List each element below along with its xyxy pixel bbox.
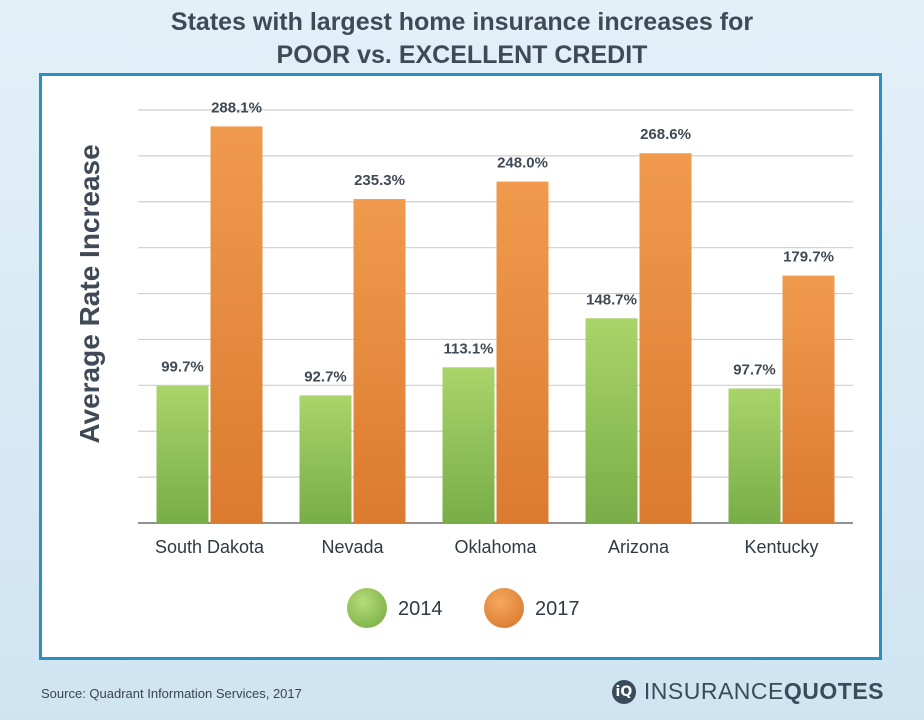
data-label: 92.7% (304, 368, 347, 385)
x-tick-label: Kentucky (744, 537, 818, 557)
data-label: 268.6% (640, 126, 691, 143)
logo-word-quotes: QUOTES (783, 678, 884, 704)
bar-2014-kentucky (728, 388, 781, 523)
data-label: 99.7% (161, 359, 204, 376)
legend-label-2014: 2014 (398, 598, 443, 620)
data-label: 179.7% (783, 249, 834, 266)
bar-2017-nevada (353, 199, 406, 524)
x-tick-label: South Dakota (155, 537, 265, 557)
chart-subtitle: POOR vs. EXCELLENT CREDIT (276, 41, 648, 69)
data-label: 148.7% (586, 291, 637, 308)
bar-2014-south-dakota (156, 385, 209, 523)
bar-2017-arizona (639, 153, 692, 523)
bar-2017-kentucky (782, 275, 835, 523)
data-label: 288.1% (211, 99, 262, 116)
y-axis-label: Average Rate Increase (74, 144, 105, 443)
bar-2014-oklahoma (442, 367, 495, 523)
source-note: Source: Quadrant Information Services, 2… (41, 686, 302, 701)
insurancequotes-logo: iQ INSURANCEQUOTES (611, 678, 884, 705)
bar-2014-arizona (585, 318, 638, 523)
chart-title: States with largest home insurance incre… (170, 8, 754, 36)
x-tick-label: Nevada (321, 537, 384, 557)
legend-label-2017: 2017 (535, 598, 580, 620)
data-label: 113.1% (443, 340, 493, 357)
chart-title-block: States with largest home insurance incre… (0, 6, 924, 72)
data-label: 97.7% (733, 361, 776, 378)
logo-mark-icon: iQ (611, 679, 636, 704)
x-tick-label: Oklahoma (454, 537, 537, 557)
data-label: 248.0% (497, 155, 548, 172)
legend-swatch-2017 (484, 588, 524, 628)
chart-panel (39, 73, 882, 660)
data-label: 235.3% (354, 172, 405, 189)
bar-2014-nevada (299, 395, 352, 523)
logo-word-insurance: INSURANCE (643, 678, 784, 704)
x-tick-label: Arizona (608, 537, 670, 557)
bar-2017-south-dakota (210, 126, 263, 524)
legend-swatch-2014 (347, 588, 387, 628)
bar-2017-oklahoma (496, 181, 549, 523)
